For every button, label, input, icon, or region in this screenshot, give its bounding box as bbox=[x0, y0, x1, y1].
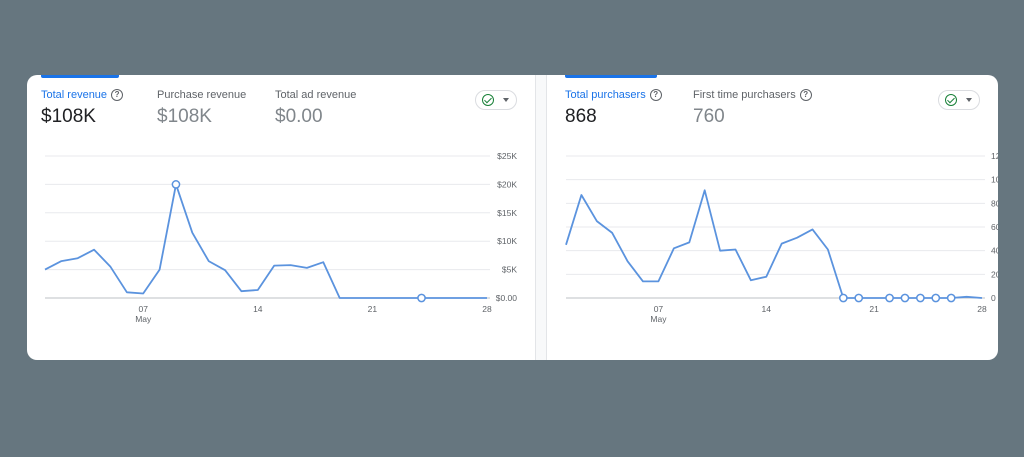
metric-value: 760 bbox=[693, 106, 725, 127]
y-tick-label: 120 bbox=[991, 151, 998, 161]
active-tab-indicator bbox=[565, 75, 657, 78]
x-tick-sublabel: May bbox=[135, 314, 152, 324]
x-tick-label: 14 bbox=[253, 304, 263, 314]
data-point-marker bbox=[885, 293, 894, 303]
status-dropdown[interactable] bbox=[475, 90, 517, 110]
data-point-marker bbox=[854, 293, 864, 303]
data-point-marker bbox=[900, 293, 910, 303]
metric-first-time-purchasers[interactable]: First time purchasers ? 760 bbox=[693, 89, 812, 128]
y-tick-label: $15K bbox=[497, 208, 517, 218]
y-tick-label: 40 bbox=[991, 246, 998, 256]
check-circle-icon bbox=[945, 94, 957, 106]
x-tick-label: 21 bbox=[869, 304, 879, 314]
x-tick-label: 14 bbox=[762, 304, 772, 314]
data-point-marker bbox=[417, 293, 426, 303]
metric-label: Total ad revenue bbox=[275, 89, 357, 101]
y-tick-label: $0.00 bbox=[496, 293, 518, 303]
y-tick-label: 80 bbox=[991, 198, 998, 208]
active-tab-indicator bbox=[41, 75, 119, 78]
caret-down-icon bbox=[503, 98, 509, 102]
metric-total-revenue[interactable]: Total revenue ? $108K bbox=[41, 89, 124, 128]
data-point-marker bbox=[946, 293, 956, 303]
y-tick-label: 100 bbox=[991, 175, 998, 185]
y-tick-label: $5K bbox=[502, 265, 517, 275]
metric-value: 868 bbox=[565, 106, 597, 127]
y-tick-label: $25K bbox=[497, 151, 517, 161]
metric-value: $0.00 bbox=[275, 106, 323, 127]
data-point-marker bbox=[171, 180, 181, 189]
help-icon[interactable]: ? bbox=[649, 89, 662, 101]
metric-total-purchasers[interactable]: Total purchasers ? 868 bbox=[565, 89, 662, 128]
metric-label: First time purchasers bbox=[693, 89, 796, 101]
metric-label: Total revenue bbox=[41, 89, 108, 101]
data-point-marker bbox=[838, 293, 848, 303]
check-circle-icon bbox=[482, 94, 494, 106]
metric-total-ad-revenue[interactable]: Total ad revenue $0.00 bbox=[275, 89, 356, 128]
y-tick-label: 60 bbox=[991, 222, 998, 232]
x-tick-label: 28 bbox=[977, 304, 987, 314]
purchasers-panel: Total purchasers ? 868 First time purcha… bbox=[545, 75, 998, 360]
status-dropdown[interactable] bbox=[938, 90, 980, 110]
metric-value: $108K bbox=[157, 106, 212, 127]
metric-value: $108K bbox=[41, 106, 96, 127]
series-line bbox=[565, 189, 983, 299]
metrics-card: Total revenue ? $108K Purchase revenue $… bbox=[27, 75, 998, 360]
caret-down-icon bbox=[966, 98, 972, 102]
revenue-panel: Total revenue ? $108K Purchase revenue $… bbox=[27, 75, 535, 360]
x-tick-label: 28 bbox=[482, 304, 492, 314]
data-point-marker bbox=[916, 293, 925, 303]
metric-label: Total purchasers bbox=[565, 89, 646, 101]
metric-label: Purchase revenue bbox=[157, 89, 247, 101]
help-icon[interactable]: ? bbox=[111, 89, 124, 101]
x-tick-label: 07 bbox=[654, 304, 664, 314]
y-tick-label: $20K bbox=[497, 179, 517, 189]
x-tick-label: 07 bbox=[138, 304, 148, 314]
x-tick-label: 21 bbox=[368, 304, 378, 314]
data-point-marker bbox=[931, 293, 941, 303]
y-tick-label: 20 bbox=[991, 269, 998, 279]
y-tick-label: 0 bbox=[991, 293, 996, 303]
metric-purchase-revenue[interactable]: Purchase revenue $108K bbox=[157, 89, 246, 128]
panel-divider bbox=[535, 75, 547, 360]
series-line bbox=[44, 183, 487, 299]
help-icon[interactable]: ? bbox=[799, 89, 812, 101]
y-tick-label: $10K bbox=[497, 236, 517, 246]
x-tick-sublabel: May bbox=[650, 314, 667, 324]
